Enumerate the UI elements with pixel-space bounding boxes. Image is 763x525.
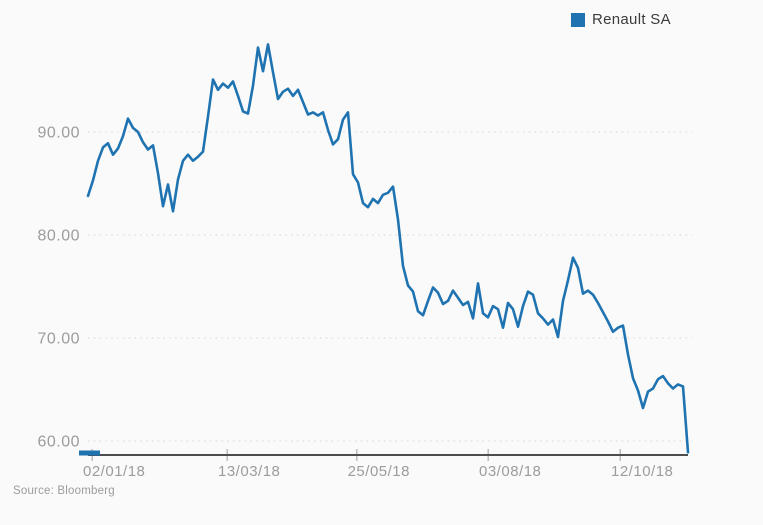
price-line [86, 43, 690, 454]
x-tick-label: 12/10/18 [611, 463, 673, 480]
y-axis-label: 70.00 [37, 331, 80, 348]
legend-swatch-icon [571, 12, 585, 27]
y-axis-label: 80.00 [37, 228, 80, 245]
y-axis-label: 90.00 [37, 125, 80, 142]
x-tick-label: 03/08/18 [479, 463, 541, 480]
y-axis-label: 60.00 [37, 434, 80, 451]
x-tick-label: 13/03/18 [218, 463, 280, 480]
chart-legend: Renault SA [571, 11, 671, 28]
x-tick-label: 25/05/18 [348, 463, 410, 480]
x-tick-label: 02/01/18 [83, 463, 145, 480]
legend-label: Renault SA [592, 11, 671, 28]
source-note: Source: Bloomberg [13, 485, 115, 497]
